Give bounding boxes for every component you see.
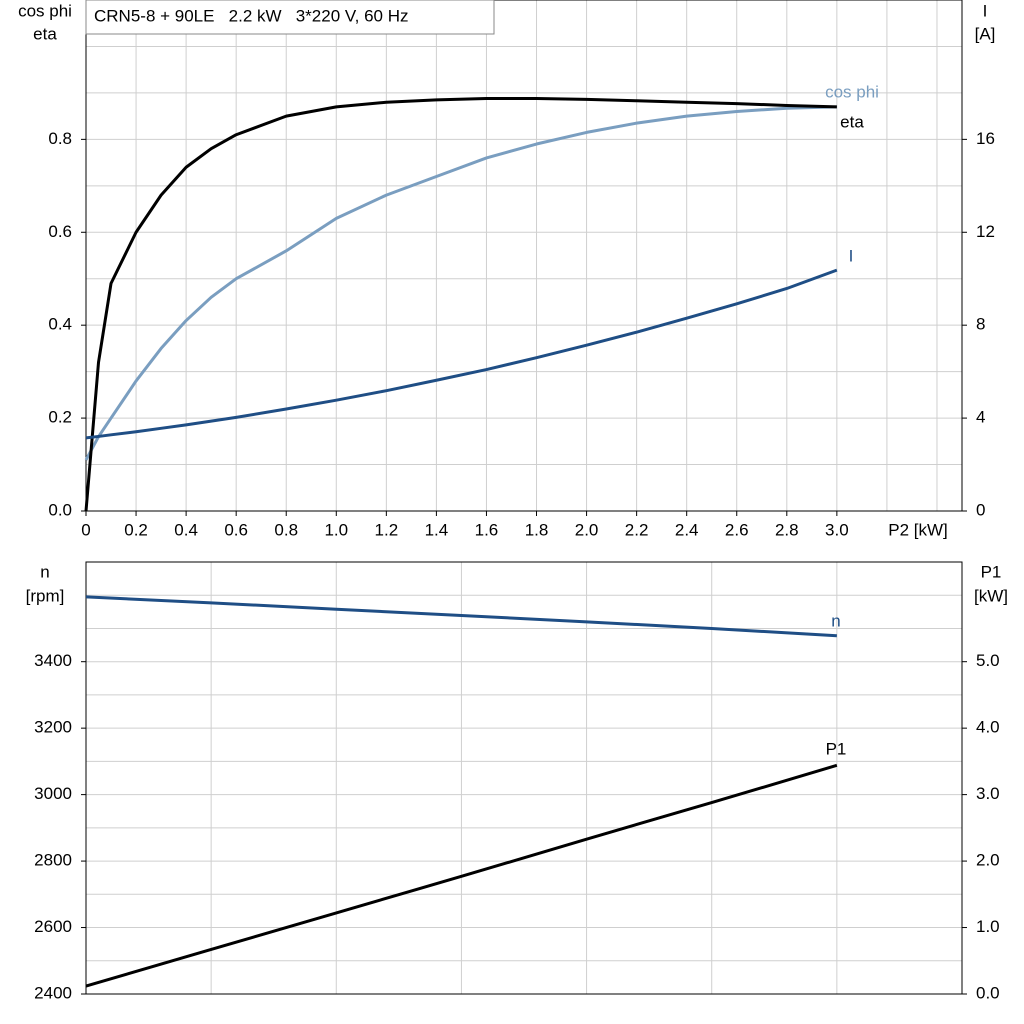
- series-label: P1: [826, 739, 847, 758]
- y2-tick-label: 5.0: [976, 651, 1000, 670]
- x-tick-label: 0.6: [224, 520, 248, 539]
- x-tick-label: 2.8: [775, 520, 799, 539]
- x-axis-label: P2 [kW]: [888, 520, 948, 539]
- x-tick-label: 2.6: [725, 520, 749, 539]
- y-tick-label: 0.2: [48, 408, 72, 427]
- x-tick-label: 0.4: [174, 520, 198, 539]
- x-tick-label: 0.8: [274, 520, 298, 539]
- y2-axis-label: [kW]: [974, 586, 1008, 605]
- y2-tick-label: 1.0: [976, 917, 1000, 936]
- series-line: [84, 96, 837, 512]
- y-tick-label: 0.8: [48, 129, 72, 148]
- y-tick-label: 3000: [34, 784, 72, 803]
- x-tick-label: 1.8: [525, 520, 549, 539]
- y2-tick-label: 8: [976, 315, 985, 334]
- y2-axis-label: P1: [981, 562, 1002, 581]
- y-tick-label: 0.4: [48, 315, 72, 334]
- y-tick-label: 2600: [34, 917, 72, 936]
- series-line: [85, 595, 837, 638]
- series-line: [85, 763, 838, 988]
- y-tick-label: 3200: [34, 718, 72, 737]
- y2-tick-label: 12: [976, 222, 995, 241]
- x-tick-label: 3.0: [825, 520, 849, 539]
- chart-title: CRN5-8 + 90LE 2.2 kW 3*220 V, 60 Hz: [94, 6, 409, 25]
- y-axis-label: eta: [33, 24, 57, 43]
- series-label: I: [849, 246, 854, 265]
- y-axis-label: n: [40, 562, 49, 581]
- y2-tick-label: 4.0: [976, 718, 1000, 737]
- series-line: [84, 105, 837, 461]
- y2-tick-label: 4: [976, 408, 985, 427]
- y2-tick-label: 0: [976, 500, 985, 519]
- y-tick-label: 0.0: [48, 500, 72, 519]
- x-tick-label: 2.2: [625, 520, 649, 539]
- plot-frame: [85, 0, 963, 512]
- series-label: cos phi: [825, 82, 879, 101]
- y-tick-label: 2400: [34, 983, 72, 1002]
- title-box: [85, 0, 495, 35]
- plot-frame: [85, 561, 963, 995]
- x-tick-label: 1.0: [324, 520, 348, 539]
- x-tick-label: 0: [81, 520, 90, 539]
- y-tick-label: 3400: [34, 651, 72, 670]
- y-tick-label: 0.6: [48, 222, 72, 241]
- x-tick-label: 2.4: [675, 520, 699, 539]
- y2-tick-label: 0.0: [976, 983, 1000, 1002]
- x-tick-label: 1.4: [425, 520, 449, 539]
- y-tick-label: 2800: [34, 851, 72, 870]
- y2-axis-label: [A]: [975, 24, 996, 43]
- y2-axis-label: I: [983, 1, 988, 20]
- y-axis-label: [rpm]: [26, 586, 65, 605]
- series-label: eta: [840, 112, 864, 131]
- series-line: [85, 268, 838, 440]
- y2-tick-label: 3.0: [976, 784, 1000, 803]
- x-tick-label: 2.0: [575, 520, 599, 539]
- y2-tick-label: 16: [976, 129, 995, 148]
- x-tick-label: 1.6: [475, 520, 499, 539]
- x-tick-label: 0.2: [124, 520, 148, 539]
- y2-tick-label: 2.0: [976, 851, 1000, 870]
- series-label: n: [831, 611, 840, 630]
- y-axis-label: cos phi: [18, 1, 72, 20]
- x-tick-label: 1.2: [375, 520, 399, 539]
